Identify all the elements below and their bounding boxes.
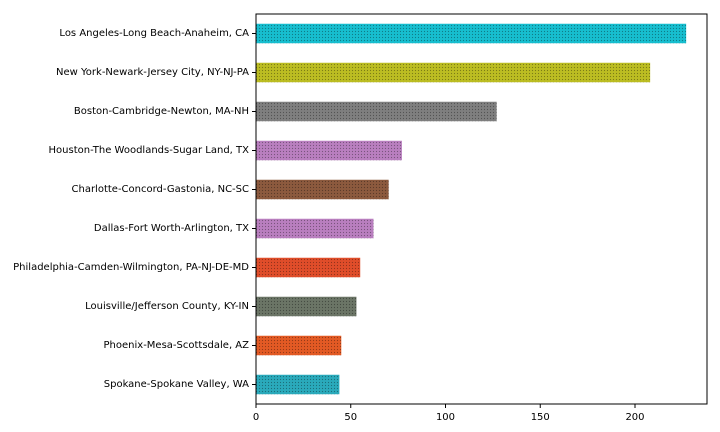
category-label: Phoenix-Mesa-Scottsdale, AZ (104, 340, 250, 351)
bar-texture (256, 374, 340, 395)
x-axis: 0 50 100 150 200 (253, 404, 645, 423)
x-tick-label: 50 (344, 412, 357, 423)
bar-texture (256, 62, 651, 83)
bar-texture (256, 257, 361, 278)
x-tick-label: 200 (625, 412, 644, 423)
plot-frame (255, 13, 708, 405)
category-label: Los Angeles-Long Beach-Anaheim, CA (59, 28, 249, 39)
category-label: Dallas-Fort Worth-Arlington, TX (94, 223, 249, 234)
bar-texture (256, 101, 497, 122)
x-tick-label: 150 (531, 412, 550, 423)
x-tick-label: 100 (436, 412, 455, 423)
bar-texture (256, 335, 342, 356)
category-label: Houston-The Woodlands-Sugar Land, TX (49, 145, 250, 156)
category-label: Charlotte-Concord-Gastonia, NC-SC (72, 184, 250, 195)
category-label: Louisville/Jefferson County, KY-IN (85, 301, 249, 312)
category-label: Boston-Cambridge-Newton, MA-NH (74, 106, 249, 117)
bar-texture (256, 179, 389, 200)
bar-texture (256, 23, 687, 44)
category-labels: Los Angeles-Long Beach-Anaheim, CA New Yo… (13, 28, 256, 390)
bar-texture (256, 140, 402, 161)
bar-texture (256, 296, 357, 317)
category-label: New York-Newark-Jersey City, NY-NJ-PA (56, 67, 249, 78)
category-label: Spokane-Spokane Valley, WA (104, 379, 249, 390)
x-tick-label: 0 (253, 412, 259, 423)
bar-texture (256, 218, 374, 239)
bars (256, 23, 687, 395)
category-label: Philadelphia-Camden-Wilmington, PA-NJ-DE… (13, 262, 249, 273)
